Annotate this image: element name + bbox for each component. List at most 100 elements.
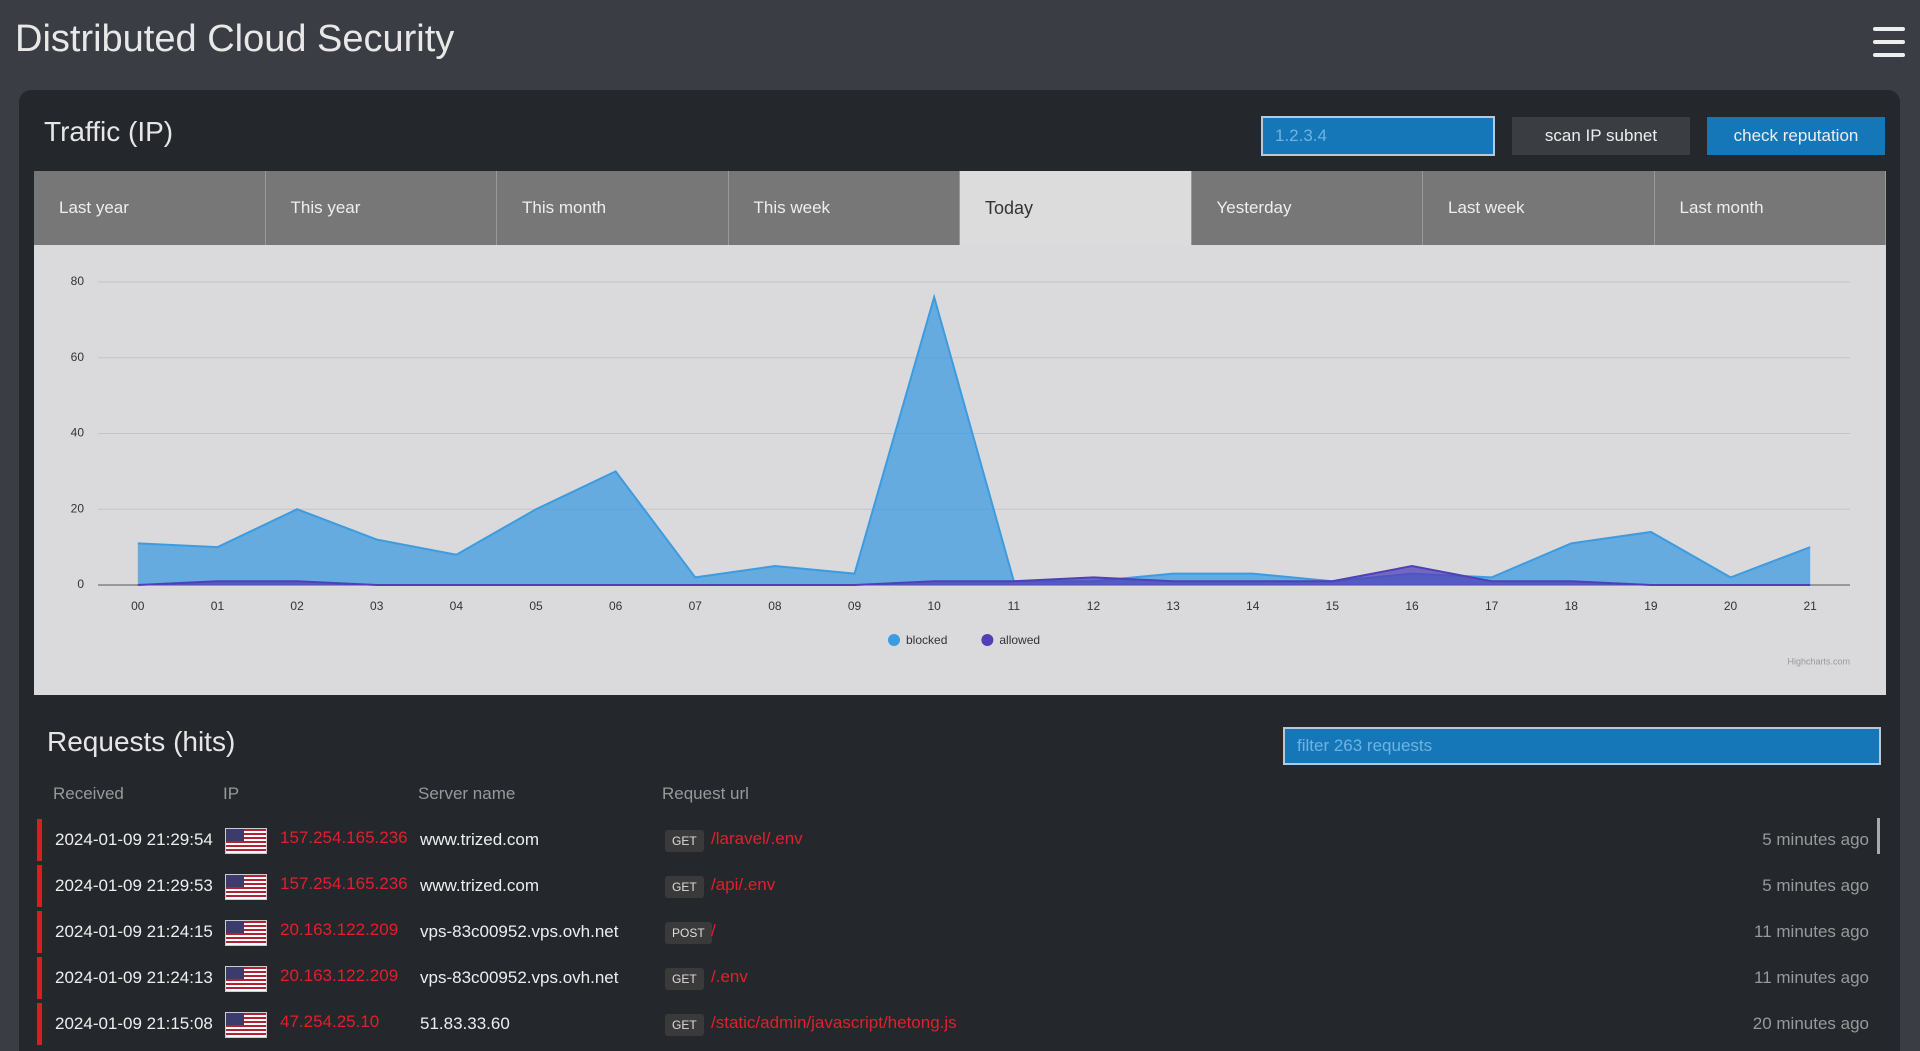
flag-icon	[225, 874, 267, 900]
column-header: Request url	[662, 784, 749, 803]
y-tick-label: 80	[71, 274, 85, 288]
server-name: vps-83c00952.vps.ovh.net	[420, 922, 619, 941]
x-tick-label: 02	[290, 599, 304, 613]
button[interactable]: check reputation	[1707, 117, 1885, 155]
x-tick-label: 13	[1166, 599, 1180, 613]
ip[interactable]: 20.163.122.209	[280, 920, 399, 939]
x-tick-label: 05	[529, 599, 543, 613]
tab[interactable]: Yesterday	[1191, 171, 1423, 245]
ip[interactable]: 20.163.122.209	[280, 966, 399, 985]
button[interactable]: scan IP subnet	[1512, 117, 1690, 155]
request-url[interactable]: /laravel/.env	[711, 829, 803, 848]
app-title: Distributed Cloud Security	[15, 18, 455, 60]
x-tick-label: 15	[1326, 599, 1340, 613]
request-url[interactable]: /api/.env	[711, 875, 776, 894]
date: 2024-01-09 21:15:08	[55, 1014, 213, 1033]
time-ago: 5 minutes ago	[1762, 876, 1869, 895]
x-tick-label: 18	[1565, 599, 1579, 613]
tab[interactable]: This week	[728, 171, 960, 245]
x-tick-label: 21	[1804, 599, 1818, 613]
x-tick-label: 10	[928, 599, 942, 613]
time-ago: 11 minutes ago	[1754, 922, 1869, 941]
line	[137, 293, 1811, 583]
method-badge: GET	[665, 968, 704, 990]
y-tick-label: 20	[71, 501, 85, 515]
x-tick-label: 17	[1485, 599, 1499, 613]
y-tick-label: 60	[71, 350, 85, 364]
column-header: Received	[53, 784, 124, 803]
flag-icon	[225, 828, 267, 854]
time-ago: 20 minutes ago	[1752, 1014, 1869, 1033]
x-tick-label: 01	[211, 599, 225, 613]
row-marker	[37, 911, 42, 953]
x-tick-label: 08	[768, 599, 782, 613]
tab[interactable]: Last month	[1654, 171, 1886, 245]
x-tick-label: 04	[450, 599, 464, 613]
ip[interactable]: 47.254.25.10	[280, 1012, 380, 1031]
y-tick-label: 0	[77, 577, 84, 591]
row-marker	[37, 957, 42, 999]
flag-icon	[225, 920, 267, 946]
flag-canton	[226, 829, 244, 841]
x-tick-label: 03	[370, 599, 384, 613]
server-name: www.trized.com	[420, 830, 540, 849]
request-url[interactable]: /static/admin/javascript/hetong.js	[711, 1013, 957, 1032]
ip[interactable]: 157.254.165.236	[280, 828, 408, 847]
row-marker	[37, 1003, 42, 1045]
legend-label: blocked	[906, 633, 947, 647]
x-tick-label: 09	[848, 599, 862, 613]
server-name: 51.83.33.60	[420, 1014, 510, 1033]
x-tick-label: 11	[1008, 599, 1021, 613]
menu-icon[interactable]	[1873, 53, 1905, 57]
line	[137, 565, 1811, 586]
tab[interactable]: Today	[960, 171, 1192, 245]
row-marker	[37, 819, 42, 861]
legend-label: allowed	[999, 633, 1040, 647]
time-ago: 11 minutes ago	[1754, 968, 1869, 987]
tab[interactable]: This year	[265, 171, 497, 245]
server-name: vps-83c00952.vps.ovh.net	[420, 968, 619, 987]
column-header: Server name	[418, 784, 516, 803]
row-marker	[37, 865, 42, 907]
tab[interactable]: Last week	[1423, 171, 1655, 245]
date: 2024-01-09 21:29:53	[55, 876, 213, 895]
x-tick-label: 00	[131, 599, 145, 613]
x-tick-label: 20	[1724, 599, 1738, 613]
legend-marker	[981, 634, 994, 646]
flag-canton	[226, 1013, 244, 1025]
request-url[interactable]: /.env	[711, 967, 748, 986]
tab[interactable]: This month	[497, 171, 729, 245]
menu-icon[interactable]	[1873, 27, 1905, 31]
flag-icon	[225, 1012, 267, 1038]
method-badge: GET	[665, 876, 704, 898]
date: 2024-01-09 21:29:54	[55, 830, 213, 849]
x-tick-label: 12	[1087, 599, 1101, 613]
filter-input[interactable]: filter 263 requests	[1283, 727, 1881, 765]
flag-canton	[226, 875, 244, 887]
menu-icon[interactable]	[1873, 40, 1905, 44]
credits: Highcharts.com	[1787, 656, 1850, 666]
ip[interactable]: 157.254.165.236	[280, 874, 408, 893]
date: 2024-01-09 21:24:15	[55, 922, 213, 941]
method-badge: GET	[665, 830, 704, 852]
request-url[interactable]: /	[711, 921, 716, 940]
legend-marker	[888, 634, 900, 646]
section-title: Traffic (IP)	[44, 116, 174, 147]
scrollbar	[1877, 818, 1880, 854]
flag-canton	[226, 967, 244, 979]
chart-area: 0 20 40 60 80 00 01 02 03 04 05 06 07 08 09 10 11 12 13 14 1…	[34, 245, 1886, 695]
tab[interactable]: Last year	[34, 171, 266, 245]
date: 2024-01-09 21:24:13	[55, 968, 213, 987]
chart: 0 20 40 60 80 00 01 02 03 04 05 06 07 08 09 10 11 12 13 14 1…	[71, 274, 1850, 666]
x-tick-label: 07	[689, 599, 703, 613]
flag-canton	[226, 921, 244, 933]
x-tick-label: 06	[609, 599, 623, 613]
flag-icon	[225, 966, 267, 992]
y-tick-label: 40	[71, 426, 85, 440]
column-header: IP	[223, 784, 240, 803]
server-name: www.trized.com	[420, 876, 540, 895]
section-title: Requests (hits)	[47, 726, 236, 757]
method-badge: GET	[665, 1014, 704, 1036]
ip-input[interactable]: 1.2.3.4	[1261, 116, 1495, 156]
